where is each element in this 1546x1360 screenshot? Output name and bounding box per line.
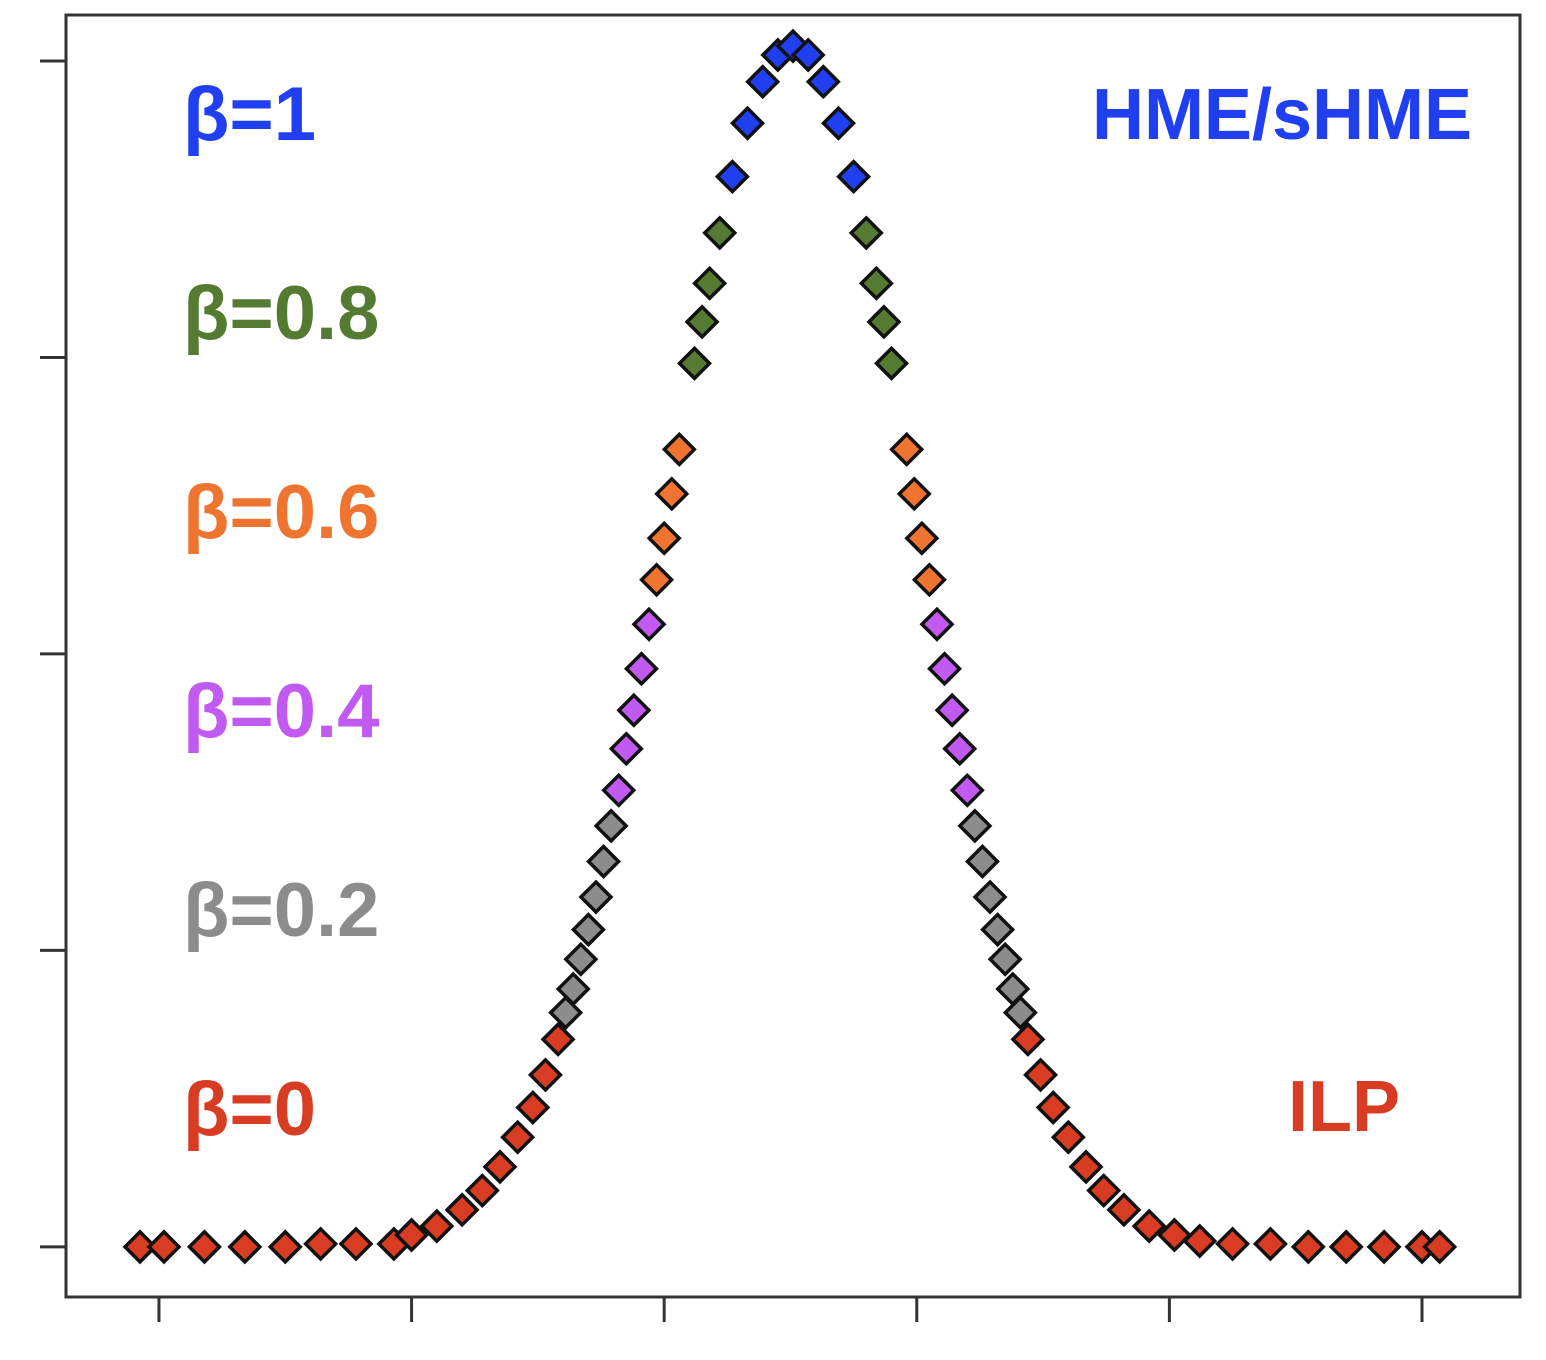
data-point [586,843,622,879]
data-point [692,265,728,301]
data-point [858,265,894,301]
data-point [555,971,591,1007]
data-point [957,808,993,844]
data-point [639,562,675,598]
data-point [646,520,682,556]
data-point [394,1217,430,1253]
data-point [563,941,599,977]
data-point [702,215,738,251]
data-point [1215,1226,1251,1262]
plot-frame [64,13,1522,1299]
data-point [570,912,606,948]
data-point [1050,1119,1086,1155]
data-point [745,64,781,100]
data-point [482,1149,518,1185]
data-point [654,476,690,512]
data-point [1002,995,1038,1031]
data-point [684,304,720,340]
annotation: ILP [1288,1067,1400,1147]
data-point [1182,1223,1218,1259]
data-point [623,651,659,687]
data-point [1252,1226,1288,1262]
data-point [1106,1192,1142,1228]
data-point [227,1229,263,1265]
data-point [515,1090,551,1126]
data-point [1131,1208,1167,1244]
data-point [419,1208,455,1244]
data-point [964,843,1000,879]
data-point [911,562,947,598]
data-point [775,28,811,64]
data-point [122,1229,158,1265]
data-point [714,159,750,195]
data-point [1328,1229,1364,1265]
data-point [805,64,841,100]
data-point [677,345,712,381]
data-point [146,1229,182,1265]
data-point [730,105,766,141]
data-point [987,941,1023,977]
data-point [942,731,978,767]
data-point [661,431,697,467]
data-point [1422,1229,1458,1265]
data-point [980,912,1016,948]
data-point [444,1192,480,1228]
data-point [972,879,1008,915]
data-point [527,1057,563,1093]
data-point [866,304,902,340]
data-point [1086,1173,1122,1209]
data-point [896,476,932,512]
data-point [338,1226,374,1262]
data-point [934,692,970,728]
data-point [500,1119,536,1155]
legend-label: β=0.8 [183,271,379,356]
data-point [1156,1217,1192,1253]
data-point [820,105,856,141]
data-point [303,1226,339,1262]
data-point [464,1173,500,1209]
data-point [616,692,652,728]
data-point [608,731,644,767]
legend-label: β=1 [183,72,316,157]
data-point [874,345,909,381]
data-point [548,995,584,1031]
data-point [1366,1229,1402,1265]
data-point [889,431,925,467]
data-point [848,215,884,251]
data-point [601,772,637,808]
data-point [631,606,667,642]
data-point [927,651,963,687]
data-point [1290,1229,1326,1265]
legend-label: β=0.2 [183,868,379,953]
data-point [904,520,940,556]
data-point [1068,1149,1104,1185]
data-point [267,1229,303,1265]
data-point [186,1229,222,1265]
data-point [919,606,955,642]
data-point [1010,1021,1046,1057]
data-point [1023,1057,1059,1093]
legend-label: β=0.6 [183,470,379,555]
data-point [949,772,985,808]
legend-label: β=0 [183,1067,316,1152]
legend-label: β=0.4 [183,669,379,754]
data-point [790,37,826,73]
data-point [578,879,614,915]
data-point [540,1021,576,1057]
data-point [593,808,629,844]
data-point [1035,1090,1071,1126]
data-point [836,159,872,195]
annotation: HME/sHME [1092,75,1472,155]
